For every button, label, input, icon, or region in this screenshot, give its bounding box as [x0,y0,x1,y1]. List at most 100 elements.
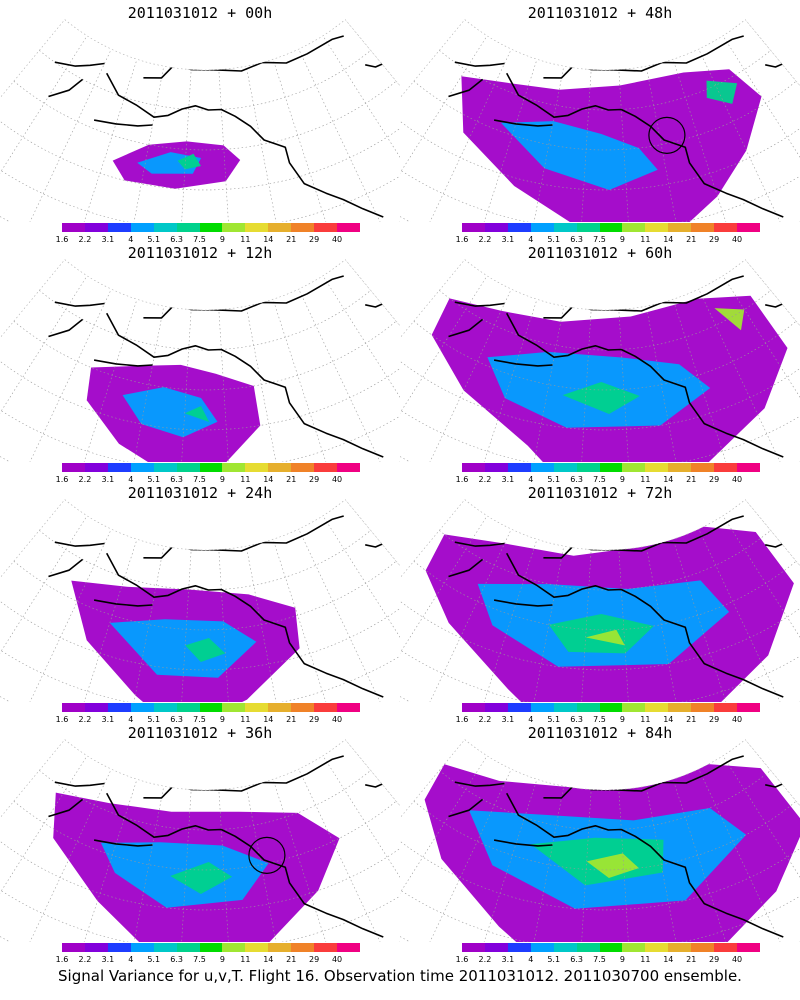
colorbar-segment [507,463,531,472]
colorbar-segment [599,463,623,472]
panel-title: 2011031012 + 72h [527,484,673,502]
colorbar-segment [507,703,531,712]
colorbar-segment [245,223,269,232]
coastline [543,35,744,79]
map-domain [0,739,400,942]
colorbar-segment [484,463,508,472]
variance-contour-1 [109,619,257,678]
colorbar-tick-label: 11 [240,475,251,484]
colorbar-segment [199,943,223,952]
colorbar-tick-label: 1.6 [455,955,469,964]
colorbar-tick-label: 1.6 [55,715,69,724]
colorbar-segment [268,223,292,232]
colorbar-tick-label: 9 [619,715,625,724]
coastline [505,312,784,458]
colorbar-tick-label: 29 [709,475,720,484]
colorbar-segment [645,463,669,472]
coastline [48,318,84,338]
longitude-line [245,786,292,942]
colorbar-segment [691,223,715,232]
colorbar-segment [62,703,85,712]
colorbar-segment [176,463,200,472]
colorbar-segment [714,943,738,952]
colorbar-tick-label: 1.6 [55,475,69,484]
latitude-line [39,290,371,351]
colorbar-segment [199,703,223,712]
colorbar-tick-label: 7.5 [193,955,206,964]
map-domain [400,259,800,462]
longitude-line [298,528,400,702]
colorbar-segment [622,703,646,712]
colorbar-segment [199,223,223,232]
colorbar-segment [691,463,715,472]
colorbar-tick-label: 3.1 [501,715,515,724]
colorbar-tick-label: 21 [686,715,697,724]
longitude-line [245,66,292,222]
domain-outline [0,19,400,99]
colorbar-tick-label: 9 [619,235,625,244]
colorbar-tick-label: 11 [240,955,251,964]
colorbar-labels: 1.6 2.2 3.1 4 5.1 6.3 7.5 9 11 14 21 29 40 [52,715,362,725]
colorbar-tick-label: 9 [219,235,225,244]
colorbar-segment [714,703,738,712]
colorbar-tick-label: 14 [263,715,274,724]
map-panel-p24: 2011031012 + 24h 1.6 2.2 3.1 4 5.1 6.3 7.5 9 11 14… [0,480,400,724]
colorbar-segment [107,703,131,712]
colorbar-tick-label: 5.1 [547,715,561,724]
longitude-line [345,499,400,685]
colorbar [462,223,760,232]
colorbar-tick-label: 6.3 [170,955,183,964]
coastline [365,742,400,788]
colorbar-tick-label: 3.1 [101,235,115,244]
coastline [54,541,105,547]
colorbar-segment [222,703,246,712]
coastline [454,301,505,307]
colorbar-segment [599,943,623,952]
colorbar-tick-label: 1.6 [455,475,469,484]
colorbar-tick-label: 6.3 [570,475,583,484]
colorbar-tick-label: 40 [331,715,343,724]
colorbar-tick-label: 9 [219,955,225,964]
coastline [765,22,800,68]
colorbar-tick-label: 4 [128,235,134,244]
variance-contour-2 [185,638,226,662]
colorbar-tick-label: 5.1 [547,235,561,244]
colorbar-labels: 1.6 2.2 3.1 4 5.1 6.3 7.5 9 11 14 21 29 40 [52,955,362,965]
colorbar-labels: 1.6 2.2 3.1 4 5.1 6.3 7.5 9 11 14 21 29 40 [52,475,362,485]
latitude-line [64,739,346,791]
panel-title: 2011031012 + 12h [127,244,273,262]
colorbar-tick-label: 5.1 [147,955,161,964]
longitude-line [62,59,138,222]
variance-contour-2 [184,406,210,422]
colorbar-segment [291,463,315,472]
longitude-line [272,59,348,222]
map-plot [400,739,800,942]
coastline [105,792,384,938]
colorbar-tick-label: 5.1 [147,715,161,724]
longitude-line [645,306,692,462]
coastline [143,275,344,319]
map-plot [400,259,800,462]
colorbar-tick-label: 1.6 [455,715,469,724]
colorbar-tick-label: 7.5 [193,715,206,724]
coastline [54,61,105,67]
longitude-line [698,288,800,462]
coastline [93,119,153,127]
colorbar-tick-label: 14 [663,955,674,964]
colorbar-tick-label: 40 [331,235,343,244]
colorbar-segment [130,223,154,232]
latitude-line [0,204,400,222]
colorbar-tick-label: 21 [286,715,297,724]
coastline [54,301,105,307]
longitude-line [322,275,400,462]
colorbar-tick-label: 4 [528,235,534,244]
colorbar-segment [737,223,760,232]
colorbar-segment [737,463,760,472]
coastline [493,119,553,127]
colorbar-tick-label: 6.3 [570,955,583,964]
coastline [493,359,553,367]
longitude-line [245,546,292,702]
map-plot [400,19,800,222]
colorbar-segment [576,943,600,952]
latitude-line [13,800,397,871]
